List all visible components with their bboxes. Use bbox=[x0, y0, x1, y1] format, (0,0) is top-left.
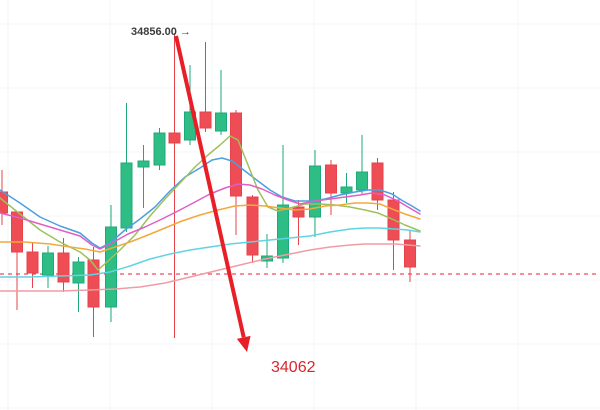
candle-body bbox=[87, 259, 100, 308]
ma-salmon bbox=[0, 243, 421, 292]
candle-body bbox=[404, 239, 416, 268]
candle-body bbox=[215, 112, 227, 132]
candle-body bbox=[57, 252, 70, 283]
candle-body bbox=[199, 111, 212, 129]
trend-arrow-head bbox=[236, 335, 251, 352]
ma-olive bbox=[0, 135, 421, 271]
right-arrow-icon: → bbox=[179, 26, 191, 38]
ma-magenta bbox=[0, 183, 421, 250]
candle-body bbox=[371, 162, 384, 201]
peak-price-label: 34856.00 → bbox=[131, 26, 191, 38]
ma-blue bbox=[0, 157, 421, 249]
candle-body bbox=[105, 226, 117, 308]
candle-body bbox=[277, 204, 289, 259]
candle-body bbox=[120, 162, 133, 229]
trend-arrow-shaft bbox=[174, 35, 246, 338]
candle-body bbox=[42, 252, 54, 276]
target-price-label: 34062 bbox=[271, 359, 316, 376]
candle-body bbox=[246, 196, 259, 256]
candle-body bbox=[356, 171, 368, 191]
ma-orange bbox=[0, 202, 421, 253]
candle-body bbox=[309, 165, 321, 218]
candle-body bbox=[168, 132, 181, 144]
candle-body bbox=[72, 261, 85, 284]
candle-body bbox=[26, 251, 39, 274]
candle-body bbox=[292, 206, 305, 218]
candle-body bbox=[230, 112, 242, 197]
candle-body bbox=[325, 164, 337, 194]
peak-price-text: 34856.00 bbox=[131, 26, 177, 38]
candle-body bbox=[340, 186, 353, 194]
candle-body bbox=[137, 160, 150, 168]
ma-cyan bbox=[0, 227, 421, 278]
candle-body bbox=[153, 132, 166, 166]
